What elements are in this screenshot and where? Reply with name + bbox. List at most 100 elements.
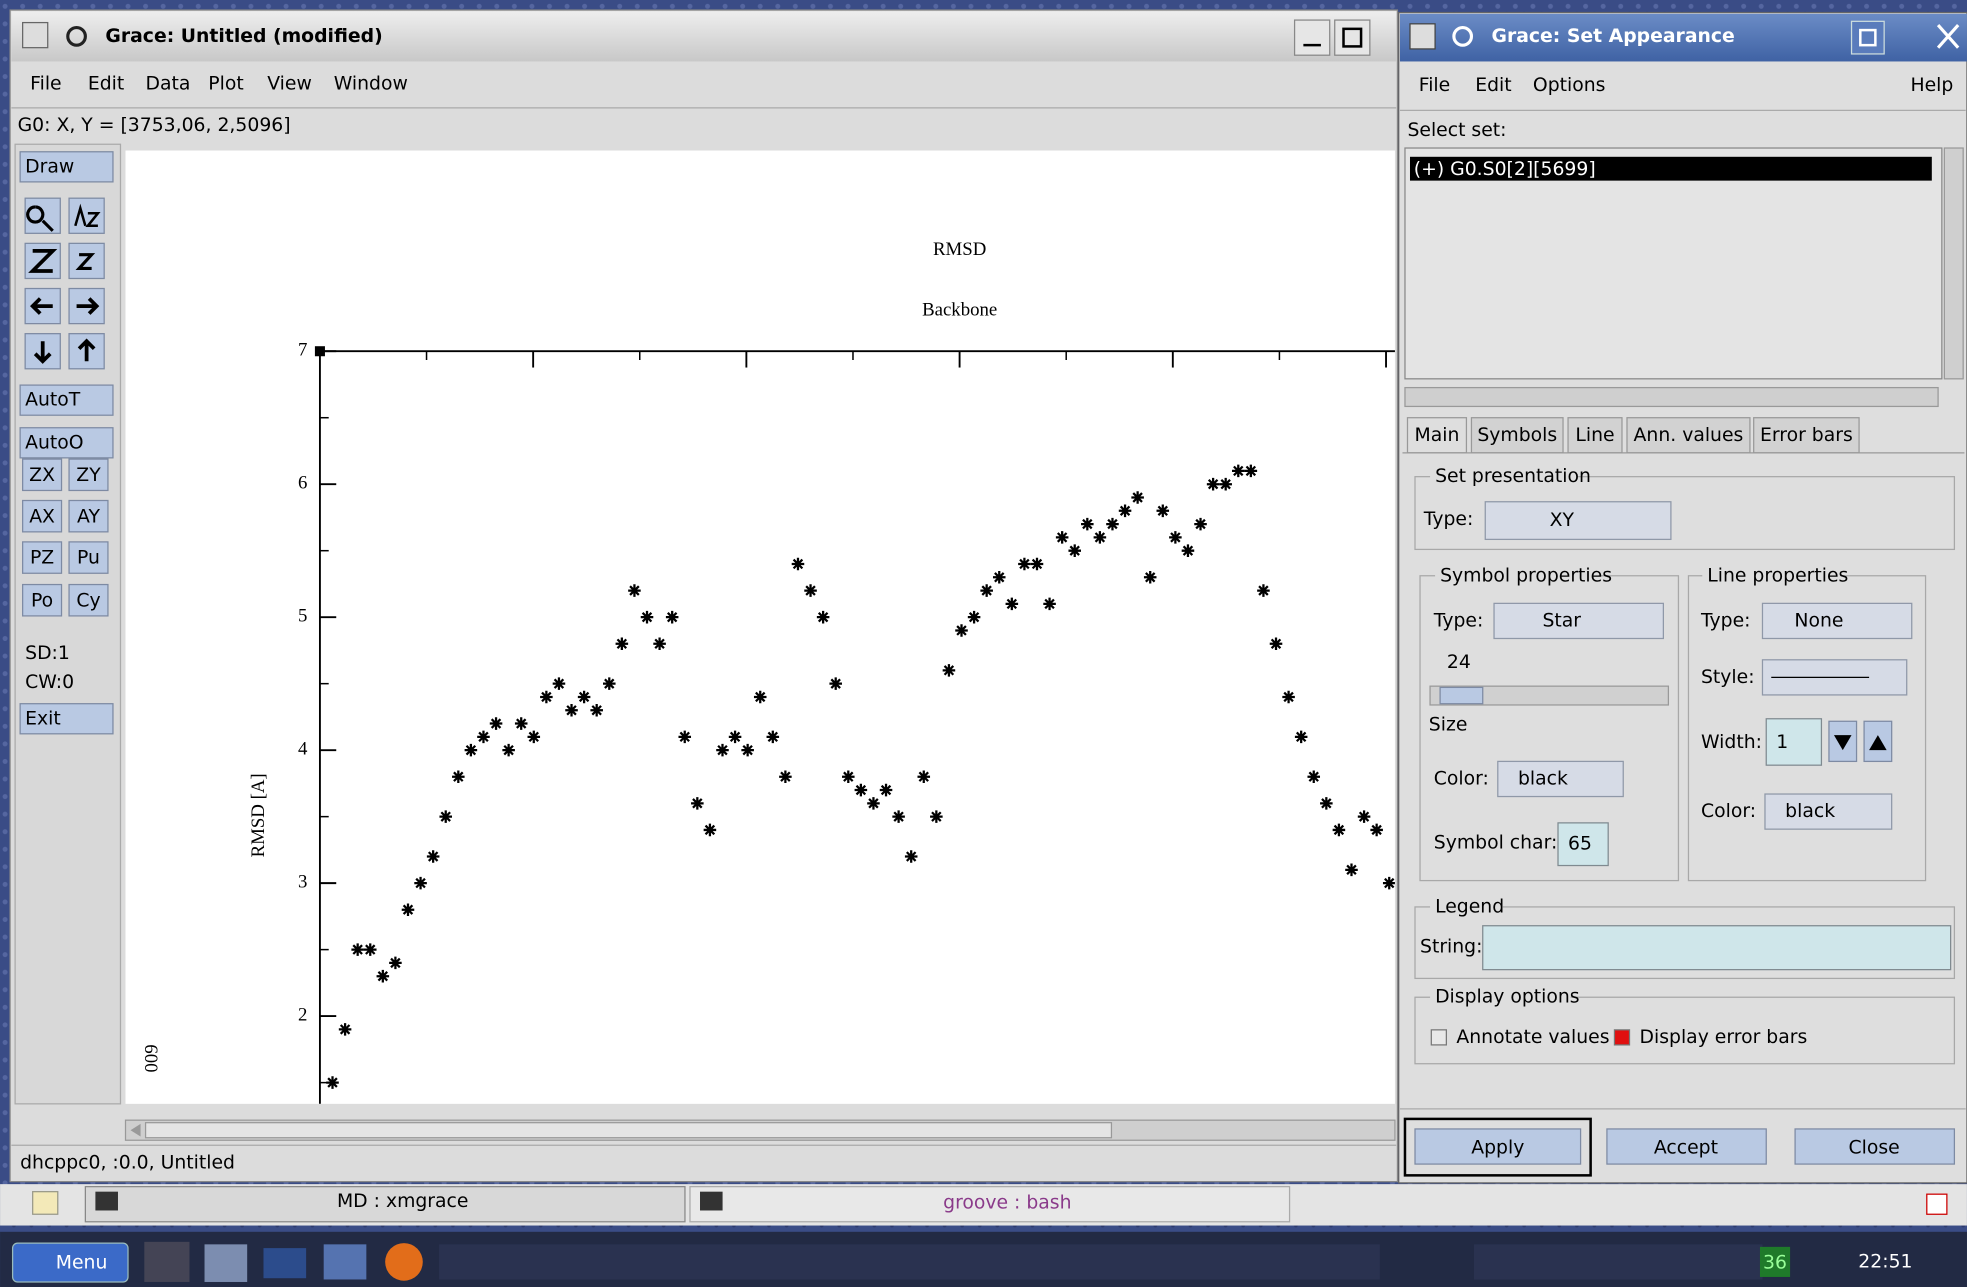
- menu-item[interactable]: File: [30, 74, 61, 95]
- data-point: [992, 571, 1006, 584]
- exit-button[interactable]: [19, 703, 114, 735]
- line-width-input[interactable]: [1765, 718, 1823, 766]
- plot-canvas[interactable]: [125, 150, 1395, 1104]
- draw-label: Draw: [25, 156, 74, 177]
- data-point: [1156, 504, 1170, 518]
- menu-item[interactable]: Data: [146, 74, 191, 95]
- maximize-button[interactable]: [1334, 19, 1371, 56]
- window-icon[interactable]: [22, 21, 49, 49]
- start-menu[interactable]: [11, 1242, 129, 1283]
- autoo-button[interactable]: [19, 427, 114, 459]
- tool-button[interactable]: [22, 458, 63, 492]
- set-item[interactable]: (+) G0.S0[2][5699]: [1414, 159, 1596, 180]
- data-point: [514, 717, 528, 730]
- apply-button[interactable]: [1414, 1128, 1582, 1165]
- exit-label: Exit: [25, 708, 61, 729]
- dialog-menu-item[interactable]: Edit: [1475, 75, 1511, 96]
- cw-readout: CW:0: [25, 672, 74, 693]
- tool-button[interactable]: [68, 458, 109, 492]
- line-type-dropdown[interactable]: [1761, 602, 1913, 640]
- tool-button-grid: ZX ZY AX AY PZ Pu Po Cy: [22, 458, 109, 617]
- scroll-left-arrow[interactable]: [130, 1123, 141, 1137]
- launcher[interactable]: [385, 1243, 423, 1281]
- data-point: [540, 690, 553, 704]
- selected-set-row[interactable]: [1409, 156, 1932, 181]
- size-value: 24: [1447, 652, 1471, 673]
- set-list[interactable]: [1404, 147, 1943, 380]
- size-label: Size: [1429, 715, 1468, 736]
- error-bars-checkbox[interactable]: [1613, 1029, 1631, 1046]
- data-point: [326, 1076, 339, 1089]
- dialog-menu-item[interactable]: Help: [1910, 75, 1953, 96]
- tool-button[interactable]: [22, 499, 63, 533]
- v-scrollbar[interactable]: [1943, 147, 1964, 380]
- dialog-maximize[interactable]: [1850, 20, 1885, 55]
- tool-button[interactable]: [22, 583, 63, 617]
- tray-close[interactable]: [1926, 1193, 1948, 1215]
- data-point: [678, 730, 692, 744]
- dialog-icon[interactable]: [1409, 23, 1436, 50]
- data-point: [1118, 504, 1132, 518]
- tab[interactable]: [1753, 417, 1860, 454]
- minimize-button[interactable]: [1293, 19, 1331, 56]
- maximize-glyph: [1859, 28, 1877, 47]
- launcher[interactable]: [204, 1244, 248, 1282]
- button-label: Close: [1849, 1137, 1900, 1158]
- tab-row: Main Symbols Line Ann. values Error bars: [1406, 417, 1860, 454]
- group-box: [1414, 906, 1956, 980]
- group-label-bg: [1430, 466, 1579, 487]
- slider-thumb[interactable]: [1439, 686, 1484, 705]
- launcher[interactable]: [144, 1241, 190, 1282]
- launcher[interactable]: [323, 1244, 367, 1280]
- task-button[interactable]: [689, 1186, 1291, 1223]
- decrement-button[interactable]: [1828, 720, 1858, 763]
- scroll-left-button[interactable]: [24, 287, 61, 325]
- menu-item[interactable]: Edit: [88, 74, 124, 95]
- tool-button[interactable]: [22, 541, 63, 574]
- data-point: [1206, 477, 1220, 491]
- symbol-color-dropdown[interactable]: [1497, 760, 1624, 798]
- tab[interactable]: [1626, 417, 1751, 454]
- data-point: [1043, 597, 1056, 611]
- dialog-menu-icon[interactable]: [1452, 26, 1474, 47]
- type-dropdown[interactable]: [1484, 501, 1672, 541]
- menu-item[interactable]: Plot: [208, 74, 243, 95]
- list-h-scrollbar[interactable]: [1404, 386, 1939, 408]
- line-color-dropdown[interactable]: [1764, 793, 1893, 830]
- tab-label: Main: [1415, 425, 1460, 446]
- dialog-menu-item[interactable]: File: [1419, 75, 1450, 96]
- autot-button[interactable]: [19, 384, 114, 416]
- autoscale-glyph: [74, 203, 101, 228]
- menu-item[interactable]: Window: [334, 74, 408, 95]
- annotate-checkbox[interactable]: [1430, 1029, 1447, 1046]
- show-desktop[interactable]: [32, 1191, 59, 1215]
- dialog-close-glyph[interactable]: [1936, 24, 1960, 49]
- symbol-char-input[interactable]: [1557, 822, 1609, 867]
- tool-button[interactable]: [68, 541, 109, 574]
- menu-item[interactable]: View: [267, 74, 312, 95]
- legend-input[interactable]: [1482, 925, 1952, 971]
- tab-label: Error bars: [1760, 425, 1853, 446]
- autoscale-button[interactable]: [68, 197, 105, 234]
- h-scroll-thumb[interactable]: [144, 1122, 1113, 1139]
- size-slider[interactable]: [1429, 685, 1670, 706]
- symbol-type-dropdown[interactable]: [1493, 602, 1665, 640]
- close-button[interactable]: [1794, 1128, 1956, 1165]
- accept-button[interactable]: [1606, 1128, 1767, 1165]
- draw-button[interactable]: [19, 151, 114, 183]
- window-menu-icon[interactable]: [66, 26, 87, 47]
- tool-button-label: Cy: [76, 590, 100, 611]
- task-label: MD : xmgrace: [337, 1191, 469, 1212]
- tool-button[interactable]: [68, 583, 109, 617]
- tab[interactable]: [1470, 417, 1564, 454]
- dialog-menu-item[interactable]: Options: [1533, 75, 1606, 96]
- launcher[interactable]: [263, 1248, 307, 1279]
- tool-button[interactable]: [68, 499, 109, 533]
- group-label: Display options: [1435, 987, 1580, 1008]
- task-button[interactable]: [84, 1186, 686, 1223]
- data-point: [640, 610, 654, 624]
- checkbox-label: Annotate values: [1456, 1027, 1609, 1048]
- up-arrow: [77, 338, 96, 362]
- data-point: [779, 770, 792, 784]
- data-point: [577, 690, 591, 704]
